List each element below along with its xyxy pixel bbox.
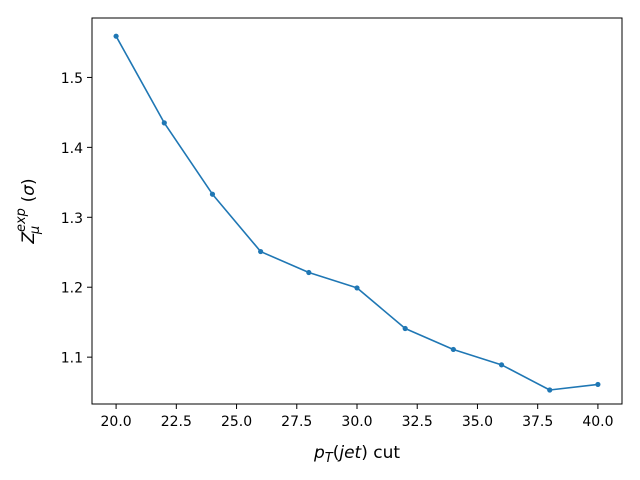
data-point	[113, 33, 119, 39]
data-point	[258, 248, 264, 255]
data-point	[161, 120, 167, 126]
y-tick-label: 1.5	[61, 71, 83, 87]
y-axis-label: Zexpμ (σ)	[14, 178, 43, 244]
data-point	[547, 387, 553, 393]
data-point	[402, 325, 408, 332]
series-group	[113, 33, 601, 393]
data-point	[595, 381, 601, 388]
x-tick-label: 35.0	[462, 414, 493, 430]
x-axis-ticks: 20.0 22.5 25.0 27.5 30.0 32.5 35.0 37.5 40.0	[101, 404, 613, 430]
x-tick-label: 27.5	[281, 414, 312, 430]
y-tick-label: 1.3	[61, 211, 83, 227]
x-tick-label: 30.0	[341, 414, 372, 430]
y-tick-label: 1.2	[61, 281, 83, 297]
plot-frame	[91, 17, 623, 405]
x-tick-label: 22.5	[161, 414, 192, 430]
x-tick-label: 32.5	[402, 414, 433, 430]
data-point	[498, 362, 505, 368]
data-point	[450, 346, 456, 353]
y-tick-label: 1.4	[61, 141, 83, 157]
y-tick-label: 1.1	[61, 351, 83, 367]
y-axis-ticks: 1.1 1.2 1.3 1.4 1.5	[61, 71, 92, 367]
plot-area	[92, 18, 622, 404]
x-axis-label: pT(jet) cut	[313, 443, 400, 466]
data-point	[306, 269, 312, 276]
x-tick-label: 20.0	[101, 414, 132, 430]
x-tick-label: 40.0	[582, 414, 613, 430]
data-point	[209, 191, 216, 197]
data-point	[354, 285, 360, 291]
x-tick-label: 37.5	[522, 414, 553, 430]
x-tick-label: 25.0	[221, 414, 252, 430]
